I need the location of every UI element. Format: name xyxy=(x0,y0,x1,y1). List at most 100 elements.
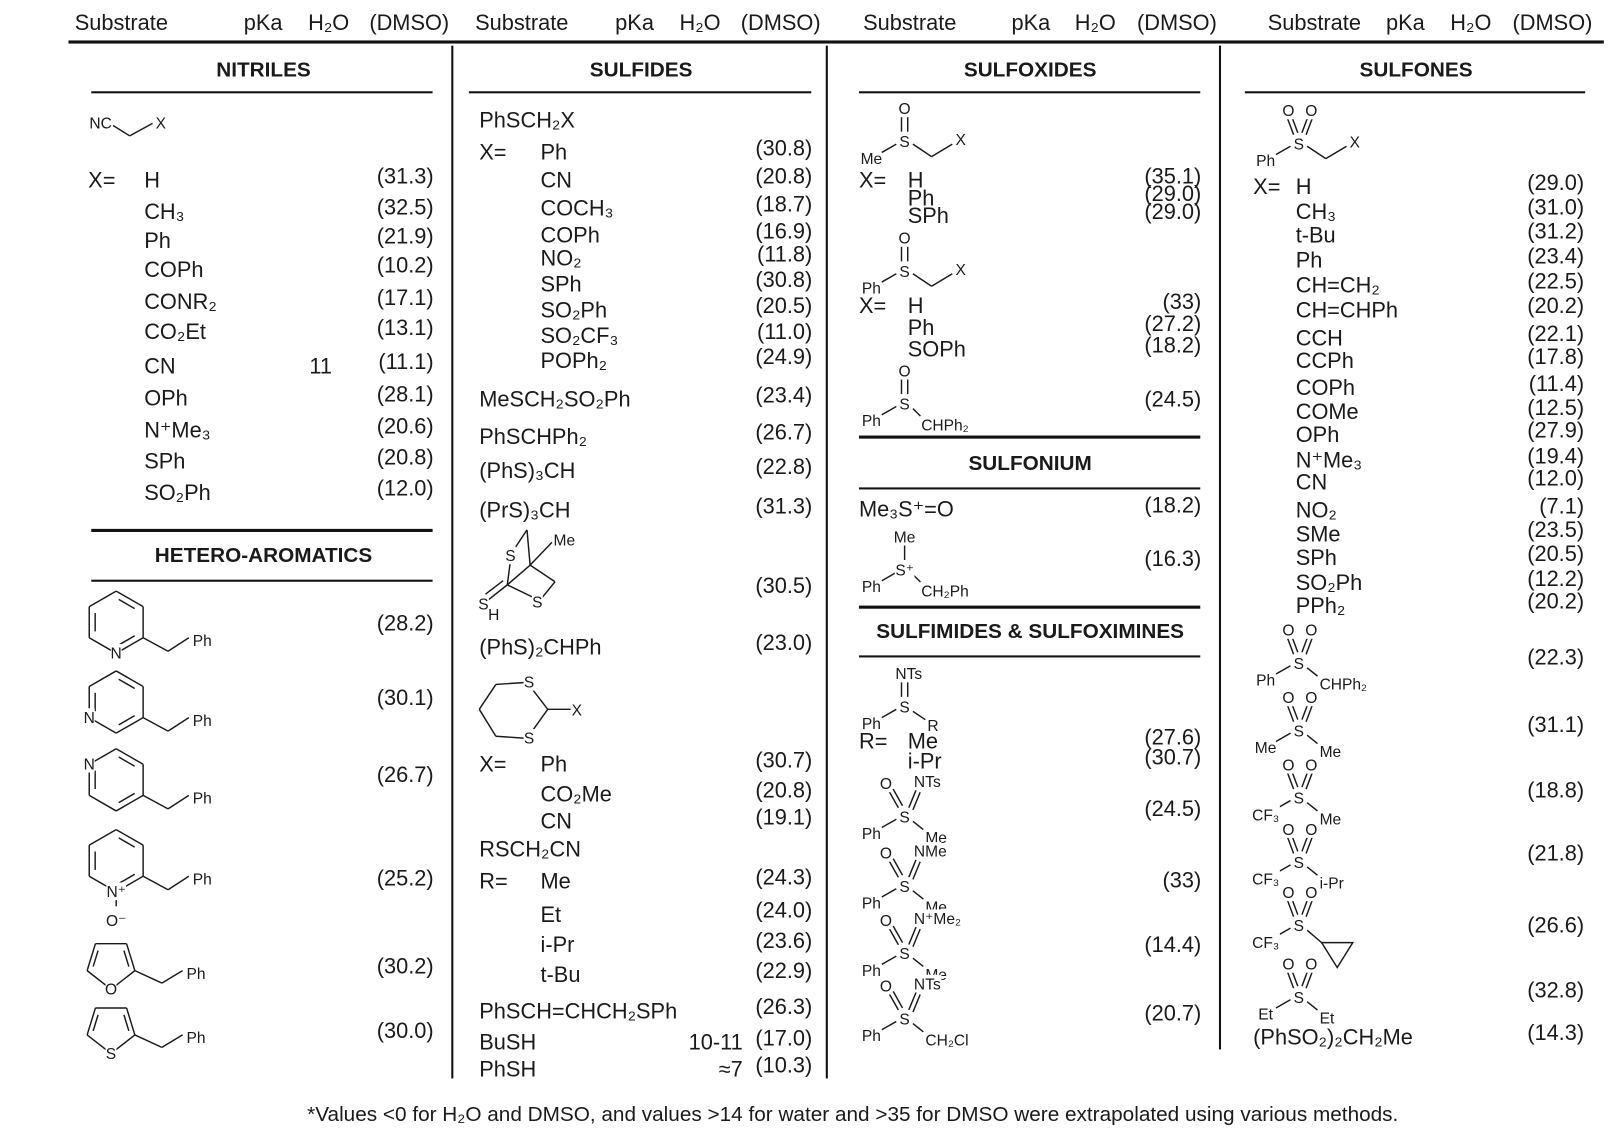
atom-label: S xyxy=(899,946,909,963)
header-dmso: (DMSO) xyxy=(1512,11,1593,36)
substrate-label: SO₂Ph xyxy=(144,481,211,506)
pka-dmso-value: (30.1) xyxy=(376,686,434,711)
structure-sulfone-direct: O OS CF₃ Me xyxy=(1251,755,1341,828)
atom-mask xyxy=(861,714,882,733)
atom-label: O xyxy=(899,101,911,118)
bond-line xyxy=(118,678,136,690)
substrate-label: CCPh xyxy=(1295,349,1354,374)
substrate-label: COMe xyxy=(1295,400,1359,425)
pka-dmso-value: (20.8) xyxy=(755,164,813,189)
atom-label: X xyxy=(1350,134,1361,151)
pka-dmso-value: (17.8) xyxy=(1527,345,1585,370)
bond-line xyxy=(892,991,904,1009)
structure-sulfone-chain: O OS Ph X xyxy=(1255,101,1361,170)
header-rule xyxy=(68,40,1604,44)
pka-dmso-value: (22.3) xyxy=(1527,646,1585,670)
bond-line xyxy=(912,957,924,968)
substrate-label: SO₂Ph xyxy=(1295,571,1363,596)
atom-mask xyxy=(523,673,535,691)
atom-mask xyxy=(1283,955,1294,973)
bond-line xyxy=(1286,704,1295,723)
pka-dmso-value: (14.3) xyxy=(1527,1021,1585,1046)
atom-mask xyxy=(1293,789,1305,807)
row-prefix: R= xyxy=(479,870,508,894)
atom-mask xyxy=(1293,916,1305,935)
atom-mask xyxy=(1305,101,1317,120)
pka-dmso-value: (32.5) xyxy=(376,195,434,220)
atom-mask xyxy=(477,595,489,613)
bond-line xyxy=(912,1022,924,1033)
atom-mask xyxy=(899,229,911,247)
bond-line xyxy=(888,860,900,878)
bond-line xyxy=(1325,145,1347,160)
bond-line xyxy=(88,590,117,608)
atom-label: S xyxy=(1294,136,1304,153)
section-rule xyxy=(91,528,433,532)
atom-mask xyxy=(571,701,583,719)
atom-label: S xyxy=(1294,918,1304,935)
atom-mask xyxy=(1318,874,1356,892)
atom-mask xyxy=(1305,621,1317,639)
atom-label: Ph xyxy=(1256,672,1275,689)
bond-line xyxy=(881,143,897,154)
bond-line xyxy=(118,635,136,646)
pka-dmso-value: (30.7) xyxy=(1144,745,1202,770)
atom-label: N xyxy=(111,645,122,662)
section-title: HETERO-AROMATICS xyxy=(154,544,373,568)
atom-label: Et xyxy=(1258,1006,1273,1023)
atom-mask xyxy=(106,882,127,901)
atom-label: Ph xyxy=(862,826,881,843)
footnote: *Values <0 for H₂O and DMSO, and values … xyxy=(307,1103,1399,1127)
atom-label: S xyxy=(1294,723,1304,740)
substrate-label: H xyxy=(907,169,924,193)
bond-line xyxy=(526,529,531,566)
substrate-label: N⁺Me₃ xyxy=(144,418,211,443)
bond-line xyxy=(892,858,904,876)
bond-line xyxy=(1275,999,1291,1009)
structure-sulfimide: NTs S Ph R xyxy=(861,664,939,735)
atom-mask xyxy=(861,411,882,430)
atom-label: O xyxy=(1282,757,1294,774)
pka-dmso-value: (16.3) xyxy=(1144,547,1202,572)
bond-line xyxy=(125,1007,136,1036)
section-rule xyxy=(1244,91,1586,94)
atom-mask xyxy=(1283,755,1294,774)
atom-label: O xyxy=(1282,885,1294,902)
pka-dmso-value: (10.2) xyxy=(376,254,434,278)
bond-line xyxy=(912,791,921,811)
bond-line xyxy=(513,529,528,549)
bond-line xyxy=(118,837,136,848)
atom-mask xyxy=(1283,621,1294,639)
substrate-label: SPh xyxy=(1295,546,1337,571)
pka-dmso-value: (23.4) xyxy=(755,383,813,408)
atom-mask xyxy=(924,828,945,847)
atom-label: NTs xyxy=(895,666,922,683)
bond-line xyxy=(888,790,900,809)
atom-mask xyxy=(1293,853,1305,872)
header-dmso: (DMSO) xyxy=(369,11,450,36)
bond-line xyxy=(892,788,904,807)
atom-label: NC xyxy=(89,116,111,133)
atom-label: S xyxy=(505,548,515,565)
atom-mask xyxy=(83,754,95,773)
pka-dmso-value: (12.5) xyxy=(1527,396,1585,420)
atom-label: O xyxy=(880,978,892,995)
atom-mask xyxy=(894,664,924,683)
atom-label: O xyxy=(1305,103,1317,120)
bond-line xyxy=(1306,734,1318,745)
substrate-label: i-Pr xyxy=(907,749,942,774)
structure-sulfone-cyclopropyl: O OS CF₃ xyxy=(1251,883,1355,969)
atom-label: CHPh₂ xyxy=(1320,677,1368,694)
bond-line xyxy=(506,584,536,600)
structure-thiophene: S Ph xyxy=(86,1007,206,1063)
pka-h2o-value: 11 xyxy=(309,354,332,379)
bond-line xyxy=(1305,117,1313,136)
atom-label: N⁺ xyxy=(106,884,125,901)
bond-line xyxy=(495,735,528,740)
section-title: NITRILES xyxy=(216,59,311,82)
atom-mask xyxy=(926,716,938,735)
atom-label: Ph xyxy=(862,963,881,980)
bond-line xyxy=(88,670,117,688)
atom-mask xyxy=(899,361,911,380)
atom-label: X xyxy=(156,116,167,133)
